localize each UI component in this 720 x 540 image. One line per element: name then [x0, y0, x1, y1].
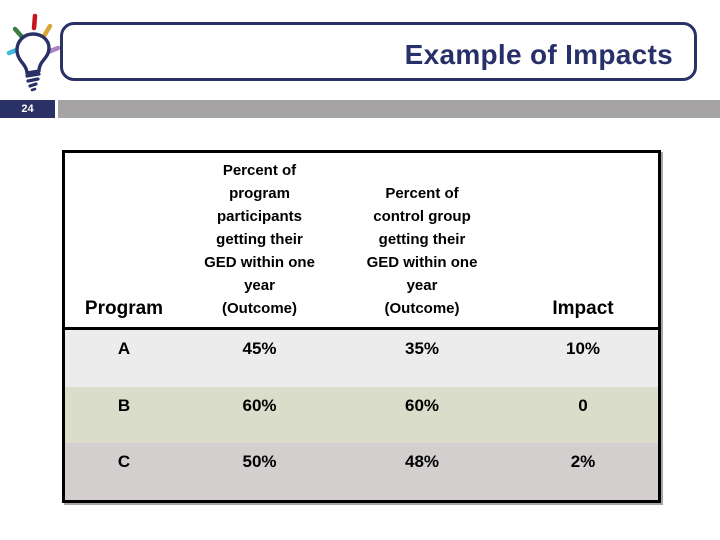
cell-outcome-participants: 60% [242, 395, 277, 415]
table-row-c: C 50% 48% 2% [65, 443, 658, 501]
cell-outcome-control: 60% [404, 395, 440, 415]
impacts-table: Program Percent of program participants … [62, 150, 661, 503]
cell-impact: 2% [570, 452, 596, 472]
col-header-program: Program [84, 298, 164, 319]
table-row-b: B 60% 60% 0 [65, 386, 658, 444]
slide-number-badge: 24 [0, 100, 55, 118]
cell-program: A [117, 339, 131, 358]
lightbulb-icon [5, 11, 61, 93]
cell-program: C [117, 452, 131, 472]
cell-outcome-participants: 50% [242, 452, 277, 472]
cell-impact: 0 [578, 395, 588, 415]
page-title: Example of Impacts [404, 39, 673, 70]
col-header-outcome-control: Percent of control group getting their G… [366, 185, 478, 317]
slide-number: 24 [21, 103, 34, 115]
cell-outcome-control: 48% [404, 452, 440, 472]
header-divider-bar [58, 100, 720, 118]
cell-outcome-participants: 45% [242, 339, 277, 358]
col-header-impact: Impact [552, 298, 614, 319]
title-box: Example of Impacts [60, 22, 697, 81]
cell-impact: 10% [565, 339, 601, 358]
cell-program: B [117, 395, 131, 415]
table-row-a: A 45% 35% 10% [65, 330, 658, 387]
col-header-outcome-participants: Percent of program participants getting … [204, 162, 315, 317]
cell-outcome-control: 35% [404, 339, 440, 358]
table-header-row: Program Percent of program participants … [65, 153, 658, 330]
